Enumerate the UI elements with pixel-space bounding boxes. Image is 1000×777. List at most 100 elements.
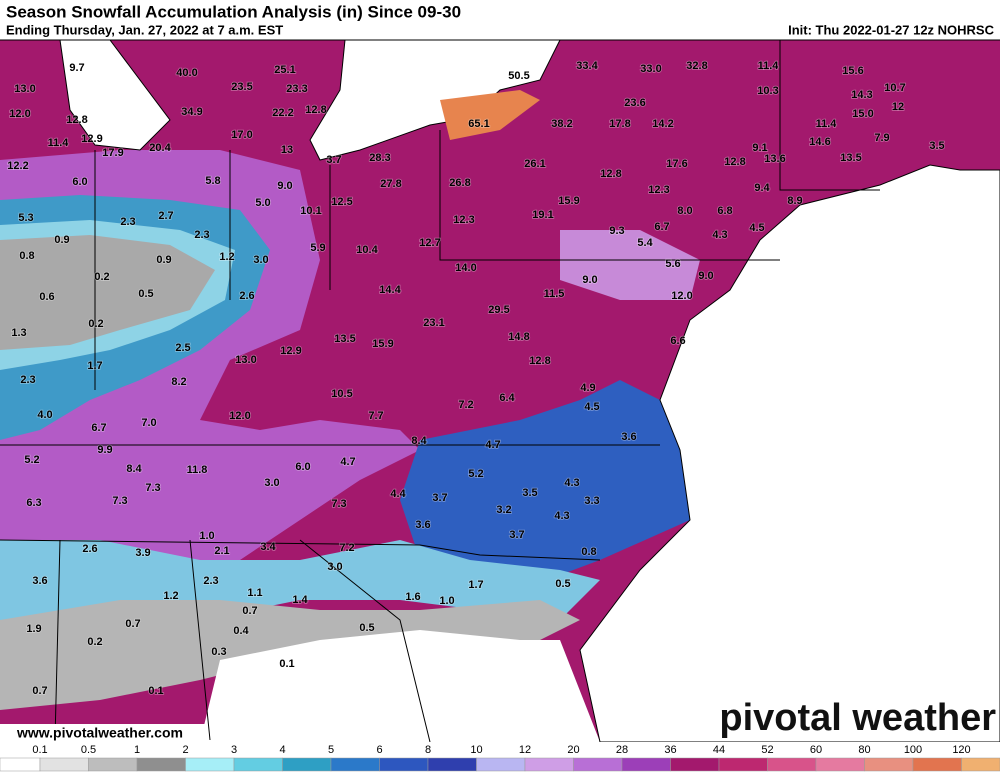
snowfall-value: 0.2 [94, 271, 109, 283]
snowfall-value: 14.2 [652, 118, 673, 130]
snowfall-value: 12.8 [66, 114, 87, 126]
snowfall-value: 0.5 [555, 578, 570, 590]
snowfall-value: 15.9 [372, 338, 393, 350]
colorbar-label: 3 [231, 744, 237, 756]
snowfall-value: 7.3 [112, 495, 127, 507]
colorbar-swatch [865, 758, 914, 771]
snowfall-value: 10.1 [300, 205, 321, 217]
snowfall-value: 1.0 [439, 595, 454, 607]
snowfall-value: 10.7 [884, 82, 905, 94]
snowfall-value: 33.0 [640, 63, 661, 75]
snowfall-value: 23.1 [423, 317, 444, 329]
colorbar-swatch [962, 758, 1000, 771]
snowfall-value: 9.0 [698, 270, 713, 282]
watermark: pivotal weather [719, 697, 996, 739]
colorbar-swatch [186, 758, 235, 771]
snowfall-value: 5.4 [637, 237, 653, 249]
snowfall-value: 6.7 [654, 221, 669, 233]
snowfall-value: 0.6 [39, 291, 54, 303]
colorbar-label: 2 [182, 744, 188, 756]
snowfall-value: 12.0 [671, 290, 692, 302]
snowfall-value: 4.7 [340, 456, 355, 468]
snowfall-value: 15.6 [842, 65, 863, 77]
snowfall-value: 1.7 [468, 579, 483, 591]
colorbar-label: 10 [470, 744, 482, 756]
snowfall-value: 15.9 [558, 195, 579, 207]
colorbar-label: 0.1 [32, 744, 47, 756]
snowfall-value: 7.3 [331, 498, 346, 510]
snowfall-value: 4.0 [37, 409, 52, 421]
snowfall-value: 6.3 [26, 497, 41, 509]
snowfall-value: 5.2 [24, 454, 39, 466]
snowfall-value: 7.2 [458, 399, 473, 411]
snowfall-value: 4.3 [712, 229, 727, 241]
snowfall-value: 11.4 [816, 118, 838, 130]
snowfall-value: 4.5 [749, 222, 764, 234]
snowfall-value: 13 [281, 144, 293, 156]
snowfall-value: 13.0 [14, 83, 35, 95]
colorbar-swatch [0, 758, 40, 771]
snowfall-value: 13.5 [334, 333, 355, 345]
colorbar-swatch [89, 758, 138, 771]
snowfall-value: 0.2 [87, 636, 102, 648]
snowfall-value: 14.6 [809, 136, 830, 148]
snowfall-value: 5.8 [205, 175, 220, 187]
snowfall-value: 17.8 [609, 118, 630, 130]
snowfall-value: 1.6 [405, 591, 420, 603]
snowfall-value: 9.9 [97, 444, 112, 456]
snowfall-value: 15.0 [852, 108, 873, 120]
snowfall-value: 12.9 [81, 133, 102, 145]
snowfall-value: 12.2 [7, 160, 28, 172]
subtitle: Ending Thursday, Jan. 27, 2022 at 7 a.m.… [6, 22, 283, 37]
snowfall-value: 10.4 [356, 244, 378, 256]
snowfall-value: 2.3 [194, 229, 209, 241]
colorbar-swatch [477, 758, 526, 771]
snowfall-value: 8.4 [411, 435, 427, 447]
snowfall-value: 27.8 [380, 178, 401, 190]
snowfall-value: 34.9 [181, 106, 202, 118]
snowfall-value: 12.0 [229, 410, 250, 422]
snowfall-value: 8.4 [126, 463, 142, 475]
snowfall-value: 0.5 [359, 622, 374, 634]
colorbar-label: 120 [952, 744, 970, 756]
snowfall-value: 8.9 [787, 195, 802, 207]
snowfall-value: 4.3 [554, 510, 569, 522]
snowfall-value: 33.4 [576, 60, 598, 72]
snowfall-value: 2.3 [20, 374, 35, 386]
colorbar-swatch [40, 758, 89, 771]
snowfall-value: 6.6 [670, 335, 685, 347]
snowfall-value: 7.2 [339, 542, 354, 554]
snowfall-value: 9.0 [277, 180, 292, 192]
snowfall-value: 0.7 [125, 618, 140, 630]
snowfall-value: 0.7 [242, 605, 257, 617]
snowfall-value: 1.0 [199, 530, 214, 542]
snowfall-value: 23.5 [231, 81, 252, 93]
snowfall-value: 29.5 [488, 304, 509, 316]
colorbar-swatch [331, 758, 380, 771]
snowfall-value: 6.4 [499, 392, 515, 404]
colorbar-label: 20 [567, 744, 579, 756]
snowfall-value: 2.1 [214, 545, 229, 557]
colorbar-swatch [137, 758, 186, 771]
snowfall-value: 12.3 [453, 214, 474, 226]
colorbar-swatch [719, 758, 768, 771]
snowfall-value: 26.8 [449, 177, 470, 189]
snowfall-value: 3.5 [929, 140, 944, 152]
colorbar-label: 5 [328, 744, 334, 756]
colorbar-label: 4 [279, 744, 285, 756]
snowfall-value: 23.3 [286, 83, 307, 95]
snowfall-value: 10.5 [331, 388, 352, 400]
title: Season Snowfall Accumulation Analysis (i… [6, 2, 461, 21]
snowfall-value: 14.8 [508, 331, 529, 343]
snowfall-value: 26.1 [524, 158, 545, 170]
init-time: Init: Thu 2022-01-27 12z NOHRSC [788, 22, 994, 37]
snowfall-value: 17.0 [231, 129, 252, 141]
snowfall-value: 65.1 [468, 118, 489, 130]
colorbar-label: 8 [425, 744, 431, 756]
snowfall-value: 4.9 [580, 382, 595, 394]
snowfall-value: 0.3 [211, 646, 226, 658]
colorbar-label: 6 [376, 744, 382, 756]
snowfall-value: 5.0 [255, 197, 270, 209]
colorbar-label: 36 [664, 744, 676, 756]
